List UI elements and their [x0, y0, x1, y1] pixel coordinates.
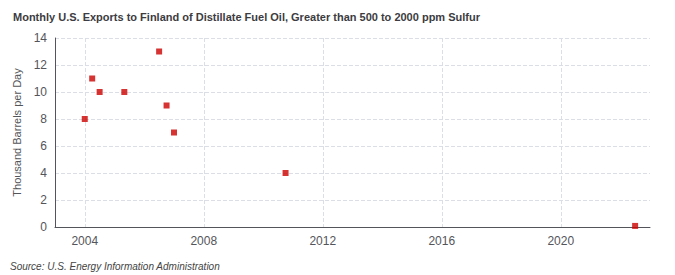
svg-text:2: 2 — [40, 193, 47, 207]
svg-text:Monthly U.S. Exports to Finlan: Monthly U.S. Exports to Finland of Disti… — [13, 11, 481, 23]
svg-text:Thousand Barrels per Day: Thousand Barrels per Day — [11, 68, 23, 197]
svg-text:6: 6 — [40, 139, 47, 153]
svg-text:2012: 2012 — [309, 234, 336, 248]
svg-text:8: 8 — [40, 112, 47, 126]
svg-text:2004: 2004 — [71, 234, 98, 248]
svg-text:14: 14 — [34, 31, 48, 45]
svg-text:2016: 2016 — [428, 234, 455, 248]
svg-text:4: 4 — [40, 166, 47, 180]
svg-text:12: 12 — [34, 58, 48, 72]
svg-text:10: 10 — [34, 85, 48, 99]
svg-text:0: 0 — [40, 220, 47, 234]
svg-text:2020: 2020 — [547, 234, 574, 248]
svg-text:Source: U.S. Energy Informatio: Source: U.S. Energy Information Administ… — [10, 261, 220, 272]
svg-text:2008: 2008 — [190, 234, 217, 248]
